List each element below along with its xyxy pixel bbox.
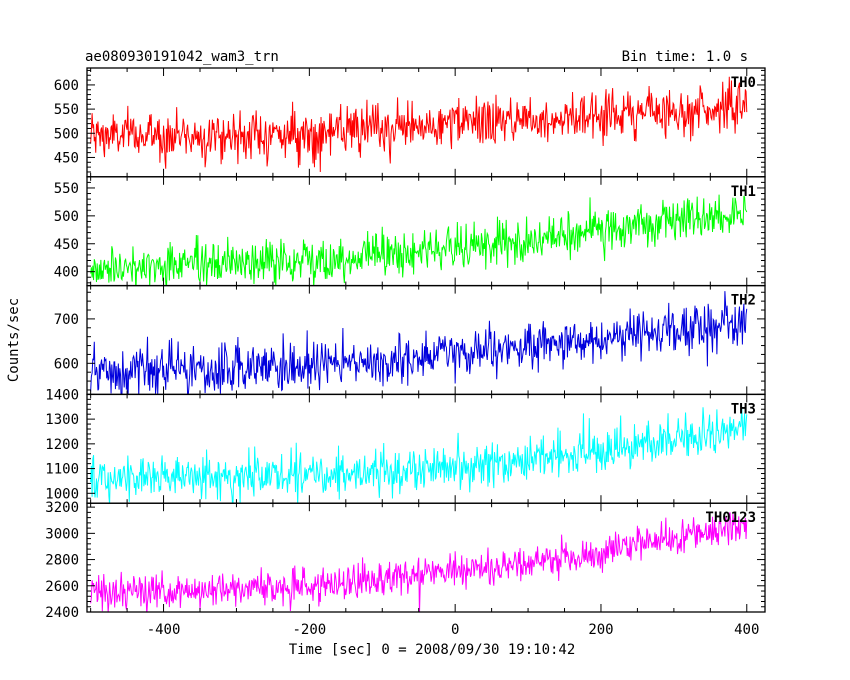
panel-th0123: 2400 2600 2800 3000 3200 TH0123 — [45, 500, 766, 621]
panel-th2: 600 700 TH2 — [54, 284, 766, 396]
series-line-th0 — [90, 76, 748, 172]
series-line-th3 — [90, 406, 748, 504]
x-tick-label: 200 — [588, 622, 613, 638]
y-tick-label: 2400 — [45, 605, 79, 621]
panel-label-th2: TH2 — [731, 293, 756, 309]
y-tick-label: 1200 — [45, 437, 79, 453]
panel-frame — [86, 502, 766, 613]
panel-th3: 1000 1100 1200 1300 1400 TH3 — [45, 387, 766, 504]
y-tick-label: 700 — [54, 312, 79, 328]
x-tick-label: -400 — [147, 622, 181, 638]
y-tick-label: 3000 — [45, 526, 79, 542]
x-axis-label: Time [sec] 0 = 2008/09/30 19:10:42 — [289, 642, 576, 658]
y-tick-label: 500 — [54, 209, 79, 225]
x-tick-label: 0 — [451, 622, 459, 638]
y-tick-label: 450 — [54, 237, 79, 253]
y-tick-label: 600 — [54, 78, 79, 94]
x-tick-labels: -400 -200 0 200 400 — [147, 622, 760, 638]
y-tick-label: 1400 — [45, 387, 79, 403]
y-tick-label: 1000 — [45, 486, 79, 502]
chart-title: ae080930191042_wam3_trn — [85, 49, 279, 65]
y-tick-label: 1300 — [45, 412, 79, 428]
y-tick-label: 2600 — [45, 579, 79, 595]
series-line-th1 — [90, 194, 748, 286]
y-axis-label: Counts/sec — [6, 298, 22, 382]
y-tick-label: 2800 — [45, 553, 79, 569]
y-tick-label: 450 — [54, 150, 79, 166]
panel-frame — [86, 176, 766, 287]
panel-th0: 450 500 550 600 TH0 — [54, 67, 766, 178]
panel-label-th3: TH3 — [731, 401, 756, 417]
chart-subtitle: Bin time: 1.0 s — [622, 49, 748, 65]
panel-th1: 400 450 500 550 TH1 — [54, 176, 766, 287]
y-tick-label: 600 — [54, 356, 79, 372]
panels-group: 450 500 550 600 TH0 400 450 500 550 TH1 600 700 TH2 1… — [45, 67, 766, 621]
y-tick-label: 550 — [54, 181, 79, 197]
series-line-th2 — [90, 291, 748, 395]
y-tick-label: 550 — [54, 102, 79, 118]
panel-label-th1: TH1 — [731, 184, 756, 200]
y-tick-label: 400 — [54, 265, 79, 281]
panel-label-th0123: TH0123 — [705, 510, 756, 526]
series-line-th0123 — [90, 512, 748, 613]
x-tick-label: 400 — [734, 622, 759, 638]
panel-label-th0: TH0 — [731, 75, 756, 91]
y-tick-label: 500 — [54, 126, 79, 142]
y-tick-label: 1100 — [45, 462, 79, 478]
y-tick-label: 3200 — [45, 500, 79, 516]
x-tick-label: -200 — [292, 622, 326, 638]
